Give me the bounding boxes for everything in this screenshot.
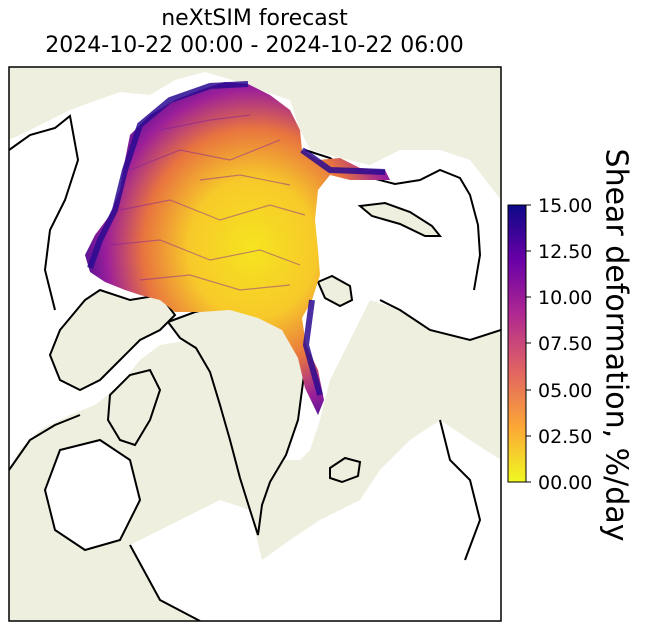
colorbar-tick-label: 00.00 bbox=[538, 472, 593, 494]
iceland bbox=[329, 456, 362, 484]
novaya-zemlya bbox=[357, 201, 443, 237]
colorbar-tick-label: 05.00 bbox=[538, 380, 593, 402]
colorbar-tick-label: 10.00 bbox=[538, 287, 593, 309]
map-time-range: 2024-10-22 00:00 - 2024-10-22 06:00 bbox=[45, 33, 464, 58]
colorbar-tick-label: 07.50 bbox=[538, 333, 593, 355]
baltic-region bbox=[440, 470, 480, 560]
map-frame bbox=[8, 66, 502, 622]
colorbar-tick-label: 02.50 bbox=[538, 426, 593, 448]
baffin-island bbox=[106, 368, 162, 447]
svalbard bbox=[316, 274, 354, 308]
colorbar-label-text: Shear deformation, %/day bbox=[598, 148, 634, 542]
colorbar-label: Shear deformation, %/day bbox=[596, 125, 636, 565]
colorbar-tick-label: 12.50 bbox=[538, 241, 593, 263]
sea-ice-field bbox=[85, 82, 390, 415]
hudson-bay bbox=[45, 440, 140, 550]
canadian-archipelago bbox=[48, 288, 177, 392]
north-america-coast bbox=[9, 114, 201, 621]
ice-texture bbox=[109, 114, 306, 291]
north-atlantic bbox=[130, 420, 501, 621]
colorbar-tick-label: 15.00 bbox=[538, 195, 593, 217]
colorbar-ticks bbox=[526, 204, 531, 483]
ice-edge-band bbox=[87, 81, 386, 396]
map-title: neXtSIM forecast bbox=[161, 6, 348, 31]
colorbar bbox=[507, 204, 527, 483]
